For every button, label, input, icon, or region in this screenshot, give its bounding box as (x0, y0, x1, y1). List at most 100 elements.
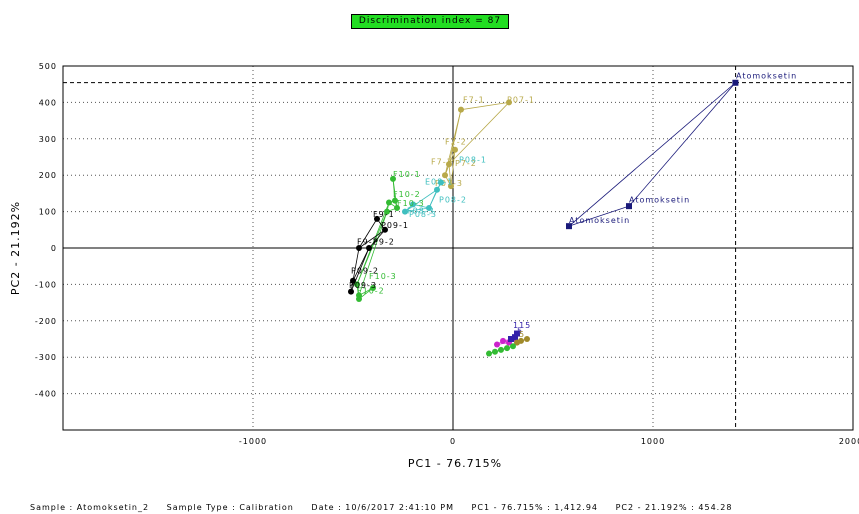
x-tick-label: 2000 (839, 437, 859, 446)
data-point (356, 245, 362, 251)
point-label: F9-1 (373, 210, 395, 219)
data-point (438, 179, 444, 186)
connector-line (448, 164, 452, 187)
data-point (732, 79, 739, 86)
data-point (500, 337, 506, 344)
point-label: P08-1 (459, 155, 487, 164)
data-point (354, 281, 360, 288)
point-label: P09-1 (381, 221, 409, 230)
data-point (442, 172, 448, 179)
data-point (514, 339, 520, 346)
data-point (386, 199, 392, 206)
footer-sample-type: Sample Type : Calibration (166, 503, 294, 512)
data-point (486, 350, 492, 357)
data-point (446, 161, 452, 168)
point-label: F10-1 (393, 170, 421, 179)
y-tick-label: -400 (35, 390, 57, 399)
connector-line (460, 102, 510, 111)
point-label: P09-2 (351, 266, 379, 275)
y-tick-label: 100 (39, 208, 57, 217)
connector-line (358, 218, 378, 249)
point-label: P07-3 (435, 179, 463, 188)
point-label: F2-2 (445, 137, 467, 146)
connector-line (450, 149, 456, 187)
point-label: 115 (513, 321, 531, 330)
connector-line (350, 247, 370, 292)
y-tick-label: -100 (35, 280, 57, 289)
point-label: F08-3 (407, 206, 435, 215)
y-tick-label: -300 (35, 353, 57, 362)
point-label: F10-3 (397, 199, 425, 208)
connector-line (404, 207, 430, 212)
point-label: 5 (519, 330, 525, 339)
point-label: Atomoksetin (736, 72, 797, 81)
point-label: 5 (517, 327, 523, 336)
connector-line (568, 82, 736, 227)
y-tick-label: 500 (39, 62, 57, 71)
y-tick-label: 300 (39, 135, 57, 144)
footer-date: Date : 10/6/2017 2:41:10 PM (311, 503, 454, 512)
data-point (458, 106, 464, 113)
data-point (394, 204, 400, 211)
x-tick-label: 1000 (641, 437, 665, 446)
point-label: P08-2 (439, 196, 467, 205)
data-point (448, 183, 454, 190)
point-label: F10-3 (369, 272, 397, 281)
point-label: P7-2 (455, 159, 477, 168)
data-point (384, 208, 390, 215)
connector-line (404, 189, 438, 212)
y-tick-label: -200 (35, 317, 57, 326)
data-point (566, 223, 572, 230)
point-label: F10-2 (357, 287, 385, 296)
data-point (392, 197, 398, 204)
connector-line (368, 229, 386, 249)
data-point (626, 203, 632, 210)
connector-line (568, 205, 630, 227)
y-tick-label: 200 (39, 171, 57, 180)
footer-pc1: PC1 - 76.715% : 1,412.94 (471, 503, 599, 512)
connector-line (352, 247, 360, 281)
connector-line (358, 229, 386, 249)
data-point (390, 175, 396, 182)
connector-line (448, 102, 510, 165)
data-point (508, 336, 514, 342)
footer-sample: Sample : Atomoksetin_2 (30, 503, 150, 512)
y-tick-label: 0 (51, 244, 57, 253)
data-point (426, 204, 432, 211)
data-point (492, 348, 498, 355)
data-point (514, 330, 520, 337)
data-marks: Atomoksetin Atomoksetin Atomoksetin F7-1 P07… (348, 72, 797, 357)
grid-lines (63, 65, 853, 430)
point-label: P08-3 (409, 210, 437, 219)
data-point (370, 285, 376, 292)
point-label: Atomoksetin (569, 216, 630, 225)
data-point (350, 277, 356, 284)
discrimination-index-badge: Discrimination index = 87 (351, 14, 509, 29)
point-label: Atomoksetin (629, 196, 690, 205)
data-point (402, 208, 408, 215)
data-point (366, 245, 372, 251)
data-point (348, 288, 354, 295)
sample-info-footer: Sample : Atomoksetin_2 Sample Type : Cal… (30, 503, 746, 512)
data-point (452, 146, 458, 153)
point-label: P09-3 (349, 281, 377, 290)
data-point (410, 201, 416, 208)
point-label: F10-2 (393, 190, 421, 199)
data-point (512, 334, 518, 341)
data-point (506, 99, 512, 106)
point-label: F7-1 (463, 95, 485, 104)
point-label: P07-1 (507, 95, 535, 104)
data-point (374, 215, 380, 222)
connector-line (628, 82, 736, 207)
data-point (494, 341, 500, 348)
x-tick-label: -1000 (239, 437, 267, 446)
point-label: E08-1 (425, 177, 453, 186)
data-point (498, 346, 504, 353)
data-point (504, 345, 510, 352)
point-label: F9-2 (357, 237, 379, 246)
x-tick-label: 0 (450, 437, 456, 446)
x-axis-label: PC1 - 76.715% (408, 457, 502, 470)
data-point (510, 343, 516, 350)
